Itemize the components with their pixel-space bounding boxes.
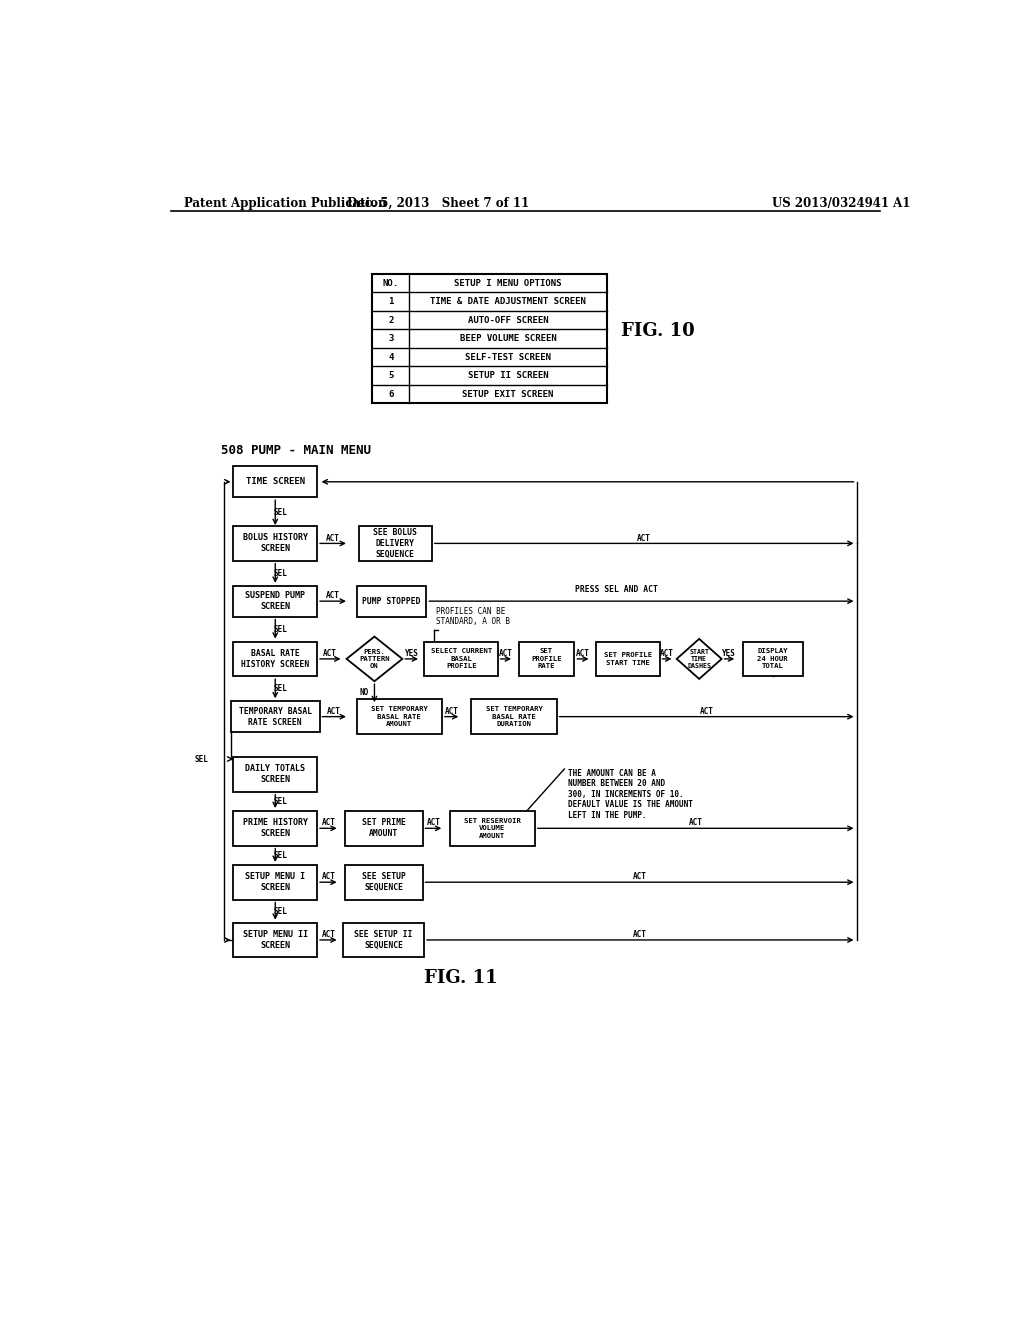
Text: PRIME HISTORY
SCREEN: PRIME HISTORY SCREEN — [243, 818, 308, 838]
Text: ACT: ACT — [633, 931, 647, 939]
Bar — [358, 527, 432, 561]
Text: SUSPEND PUMP
SCREEN: SUSPEND PUMP SCREEN — [246, 591, 305, 611]
Text: SEL: SEL — [273, 907, 288, 916]
Text: ACT: ACT — [699, 706, 714, 715]
Text: SEL: SEL — [273, 851, 288, 859]
Text: TEMPORARY BASAL
RATE SCREEN: TEMPORARY BASAL RATE SCREEN — [239, 706, 312, 727]
Text: SEL: SEL — [273, 624, 288, 634]
Bar — [233, 865, 317, 899]
Text: FIG. 11: FIG. 11 — [424, 969, 498, 987]
Text: SELF-TEST SCREEN: SELF-TEST SCREEN — [465, 352, 551, 362]
Text: 508 PUMP - MAIN MENU: 508 PUMP - MAIN MENU — [221, 445, 371, 458]
Bar — [345, 810, 423, 846]
Text: ACT: ACT — [322, 931, 335, 939]
Text: ACT: ACT — [328, 706, 341, 715]
Text: ACT: ACT — [326, 533, 340, 543]
Text: 2: 2 — [388, 315, 393, 325]
Text: NO: NO — [359, 688, 369, 697]
Bar — [742, 642, 803, 676]
Bar — [518, 642, 574, 676]
Text: TIME & DATE ADJUSTMENT SCREEN: TIME & DATE ADJUSTMENT SCREEN — [430, 297, 586, 306]
Text: ACT: ACT — [326, 591, 340, 601]
Text: ACT: ACT — [444, 706, 459, 715]
Text: PRESS SEL AND ACT: PRESS SEL AND ACT — [574, 585, 657, 594]
Text: TIME SCREEN: TIME SCREEN — [246, 478, 305, 486]
Text: SETUP II SCREEN: SETUP II SCREEN — [468, 371, 549, 380]
Text: SEL: SEL — [273, 569, 288, 578]
Bar — [424, 642, 498, 676]
Bar — [233, 642, 317, 676]
Text: 1: 1 — [388, 297, 393, 306]
Text: ACT: ACT — [322, 818, 335, 828]
Text: SEL: SEL — [195, 755, 209, 763]
Text: ACT: ACT — [499, 649, 513, 657]
Bar — [233, 527, 317, 561]
Text: ACT: ACT — [633, 873, 646, 882]
Bar — [596, 642, 659, 676]
Text: THE AMOUNT CAN BE A
NUMBER BETWEEN 20 AND
300, IN INCREMENTS OF 10.
DEFAULT VALU: THE AMOUNT CAN BE A NUMBER BETWEEN 20 AN… — [568, 770, 693, 820]
Text: ACT: ACT — [324, 649, 337, 657]
Text: SET TEMPORARY
BASAL RATE
DURATION: SET TEMPORARY BASAL RATE DURATION — [485, 706, 543, 727]
Text: SET PROFILE
START TIME: SET PROFILE START TIME — [604, 652, 652, 665]
Text: SEE SETUP II
SEQUENCE: SEE SETUP II SEQUENCE — [354, 929, 413, 950]
Text: SEE BOLUS
DELIVERY
SEQUENCE: SEE BOLUS DELIVERY SEQUENCE — [374, 528, 418, 558]
Bar — [356, 700, 442, 734]
Text: US 2013/0324941 A1: US 2013/0324941 A1 — [772, 197, 910, 210]
Bar — [233, 810, 317, 846]
Bar — [450, 810, 535, 846]
Text: Patent Application Publication: Patent Application Publication — [183, 197, 386, 210]
Text: YES: YES — [723, 649, 736, 657]
Text: PROFILES CAN BE
STANDARD, A OR B: PROFILES CAN BE STANDARD, A OR B — [436, 607, 510, 626]
Text: SEL: SEL — [273, 684, 288, 693]
Text: SEL: SEL — [273, 508, 288, 517]
Bar — [233, 758, 317, 792]
Bar — [233, 466, 317, 498]
Bar — [372, 275, 607, 404]
Text: 4: 4 — [388, 352, 393, 362]
Text: AUTO-OFF SCREEN: AUTO-OFF SCREEN — [468, 315, 549, 325]
Bar — [233, 586, 317, 616]
Bar — [343, 923, 424, 957]
Text: SETUP MENU I
SCREEN: SETUP MENU I SCREEN — [246, 873, 305, 892]
Text: DAILY TOTALS
SCREEN: DAILY TOTALS SCREEN — [246, 764, 305, 784]
Bar — [471, 700, 557, 734]
Text: NO.: NO. — [383, 279, 398, 288]
Text: Dec. 5, 2013   Sheet 7 of 11: Dec. 5, 2013 Sheet 7 of 11 — [347, 197, 529, 210]
Text: FIG. 10: FIG. 10 — [621, 322, 694, 339]
Text: SEL: SEL — [273, 797, 288, 805]
Text: BASAL RATE
HISTORY SCREEN: BASAL RATE HISTORY SCREEN — [241, 649, 309, 669]
Text: SET
PROFILE
RATE: SET PROFILE RATE — [531, 648, 562, 669]
Text: ACT: ACT — [322, 873, 335, 882]
Bar — [230, 701, 319, 733]
Text: ACT: ACT — [575, 649, 590, 657]
Text: ACT: ACT — [689, 818, 702, 828]
Bar — [233, 923, 317, 957]
Text: SELECT CURRENT
BASAL
PROFILE: SELECT CURRENT BASAL PROFILE — [431, 648, 492, 669]
Text: SETUP I MENU OPTIONS: SETUP I MENU OPTIONS — [455, 279, 562, 288]
Text: ACT: ACT — [637, 533, 651, 543]
Text: PERS.
PATTERN
ON: PERS. PATTERN ON — [359, 649, 390, 669]
Text: SET PRIME
AMOUNT: SET PRIME AMOUNT — [361, 818, 406, 838]
Text: DISPLAY
24 HOUR
TOTAL: DISPLAY 24 HOUR TOTAL — [758, 648, 788, 669]
Text: PUMP STOPPED: PUMP STOPPED — [362, 597, 421, 606]
Text: SETUP MENU II
SCREEN: SETUP MENU II SCREEN — [243, 929, 308, 950]
Polygon shape — [346, 636, 402, 681]
Text: SETUP EXIT SCREEN: SETUP EXIT SCREEN — [463, 389, 554, 399]
Text: BEEP VOLUME SCREEN: BEEP VOLUME SCREEN — [460, 334, 556, 343]
Text: YES: YES — [404, 649, 419, 657]
Bar — [345, 865, 423, 899]
Text: SET RESERVOIR
VOLUME
AMOUNT: SET RESERVOIR VOLUME AMOUNT — [464, 818, 520, 838]
Text: SET TEMPORARY
BASAL RATE
AMOUNT: SET TEMPORARY BASAL RATE AMOUNT — [371, 706, 428, 727]
Text: 6: 6 — [388, 389, 393, 399]
Text: 3: 3 — [388, 334, 393, 343]
Text: START
TIME
DASHES: START TIME DASHES — [687, 649, 712, 669]
Polygon shape — [677, 639, 722, 678]
Bar — [356, 586, 426, 616]
Text: BOLUS HISTORY
SCREEN: BOLUS HISTORY SCREEN — [243, 533, 308, 553]
Text: ACT: ACT — [660, 649, 674, 657]
Text: SEE SETUP
SEQUENCE: SEE SETUP SEQUENCE — [361, 873, 406, 892]
Text: ACT: ACT — [426, 818, 440, 828]
Text: 5: 5 — [388, 371, 393, 380]
